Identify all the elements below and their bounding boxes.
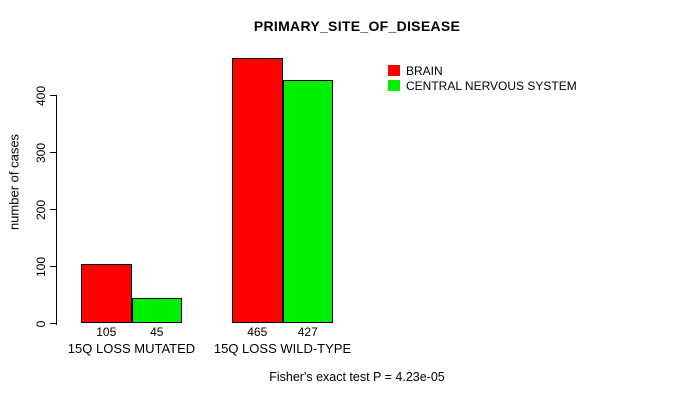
category-label-15q-loss-mutated: 15Q LOSS MUTATED [67,341,196,356]
bar-value-brain-15q-loss-mutated: 105 [96,325,117,339]
y-tick-100 [50,265,57,268]
legend-label-central-nervous-system: CENTRAL NERVOUS SYSTEM [406,78,577,93]
annotation-fisher-test: Fisher's exact test P = 4.23e-05 [269,370,445,384]
legend-item-brain: BRAIN [388,63,443,78]
bar-value-central-nervous-system-15q-loss-wild-type: 427 [297,325,318,339]
y-tick-label-100: 100 [34,256,48,277]
y-tick-0 [50,322,57,325]
legend-swatch-brain [388,65,400,76]
y-tick-label-200: 200 [34,199,48,220]
legend-swatch-central-nervous-system [388,80,400,91]
bar-central-nervous-system-15q-loss-mutated [131,297,182,324]
y-tick-label-0: 0 [34,320,48,327]
y-tick-label-300: 300 [34,142,48,163]
y-tick-400 [50,94,57,97]
bar-brain-15q-loss-wild-type [232,58,283,324]
category-label-15q-loss-wild-type: 15Q LOSS WILD-TYPE [213,341,352,356]
bar-value-brain-15q-loss-wild-type: 465 [247,325,268,339]
bar-central-nervous-system-15q-loss-wild-type [282,80,333,324]
y-tick-label-400: 400 [34,85,48,106]
y-axis-label: number of cases [6,133,22,231]
y-tick-200 [50,208,57,211]
legend-label-brain: BRAIN [406,63,443,78]
chart-title: PRIMARY_SITE_OF_DISEASE [253,18,461,34]
legend-item-central-nervous-system: CENTRAL NERVOUS SYSTEM [388,78,577,93]
bar-value-central-nervous-system-15q-loss-mutated: 45 [150,325,164,339]
bar-brain-15q-loss-mutated [81,263,132,324]
y-tick-300 [50,151,57,154]
